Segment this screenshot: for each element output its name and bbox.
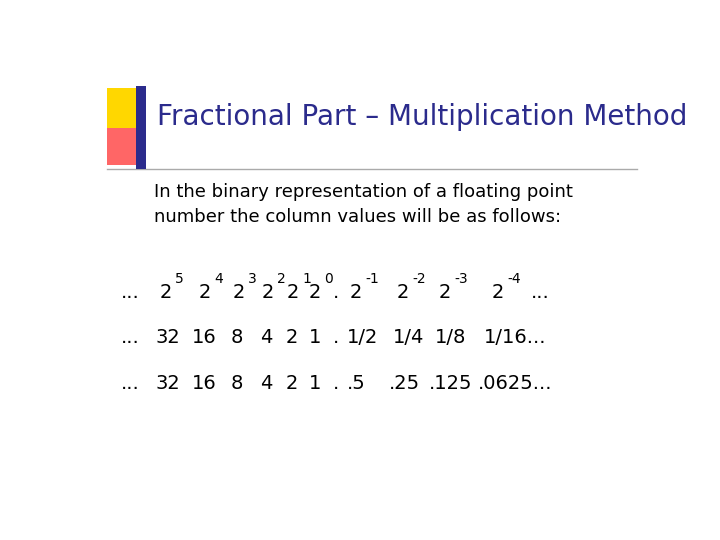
- Text: 2: 2: [262, 282, 274, 302]
- Text: In the binary representation of a floating point: In the binary representation of a floati…: [154, 183, 573, 201]
- FancyBboxPatch shape: [136, 85, 145, 168]
- Text: .: .: [333, 374, 339, 393]
- Text: 1/2: 1/2: [347, 328, 378, 347]
- Text: 2: 2: [349, 282, 362, 302]
- Text: Fractional Part – Multiplication Method: Fractional Part – Multiplication Method: [157, 103, 688, 131]
- Text: 2: 2: [160, 282, 172, 302]
- Text: number the column values will be as follows:: number the column values will be as foll…: [154, 207, 562, 226]
- Text: .: .: [333, 282, 339, 302]
- Text: 2: 2: [233, 282, 245, 302]
- Text: 4: 4: [215, 272, 223, 286]
- Text: 2: 2: [199, 282, 211, 302]
- Text: 5: 5: [176, 272, 184, 286]
- Text: 1: 1: [309, 374, 321, 393]
- Text: 2: 2: [287, 282, 299, 302]
- Text: 32: 32: [156, 328, 181, 347]
- Text: 2: 2: [309, 282, 321, 302]
- Text: -4: -4: [508, 272, 521, 286]
- Text: -1: -1: [365, 272, 379, 286]
- Text: .5: .5: [347, 374, 366, 393]
- Text: 1: 1: [309, 328, 321, 347]
- Text: ...: ...: [121, 328, 140, 347]
- Text: 2: 2: [277, 272, 287, 286]
- FancyBboxPatch shape: [107, 87, 140, 129]
- Text: .25: .25: [389, 374, 420, 393]
- Text: 2: 2: [397, 282, 409, 302]
- Text: 1: 1: [302, 272, 311, 286]
- Text: 4: 4: [260, 328, 273, 347]
- FancyBboxPatch shape: [107, 128, 140, 165]
- Text: 2: 2: [438, 282, 451, 302]
- Text: .: .: [333, 328, 339, 347]
- Text: ...: ...: [531, 282, 549, 302]
- Text: 1/16...: 1/16...: [483, 328, 546, 347]
- Text: ...: ...: [121, 282, 140, 302]
- Text: 4: 4: [260, 374, 273, 393]
- Text: 2: 2: [492, 282, 504, 302]
- Text: 1/4: 1/4: [393, 328, 424, 347]
- Text: 1/8: 1/8: [435, 328, 467, 347]
- Text: 8: 8: [230, 374, 243, 393]
- Text: 2: 2: [285, 328, 297, 347]
- Text: 16: 16: [192, 374, 217, 393]
- Text: 3: 3: [248, 272, 256, 286]
- Text: -2: -2: [413, 272, 426, 286]
- Text: 2: 2: [285, 374, 297, 393]
- Text: .0625...: .0625...: [478, 374, 552, 393]
- Text: .125: .125: [429, 374, 473, 393]
- Text: 8: 8: [230, 328, 243, 347]
- Text: 16: 16: [192, 328, 217, 347]
- Text: ...: ...: [121, 374, 140, 393]
- Text: 0: 0: [324, 272, 333, 286]
- Text: -3: -3: [454, 272, 468, 286]
- Text: 32: 32: [156, 374, 181, 393]
